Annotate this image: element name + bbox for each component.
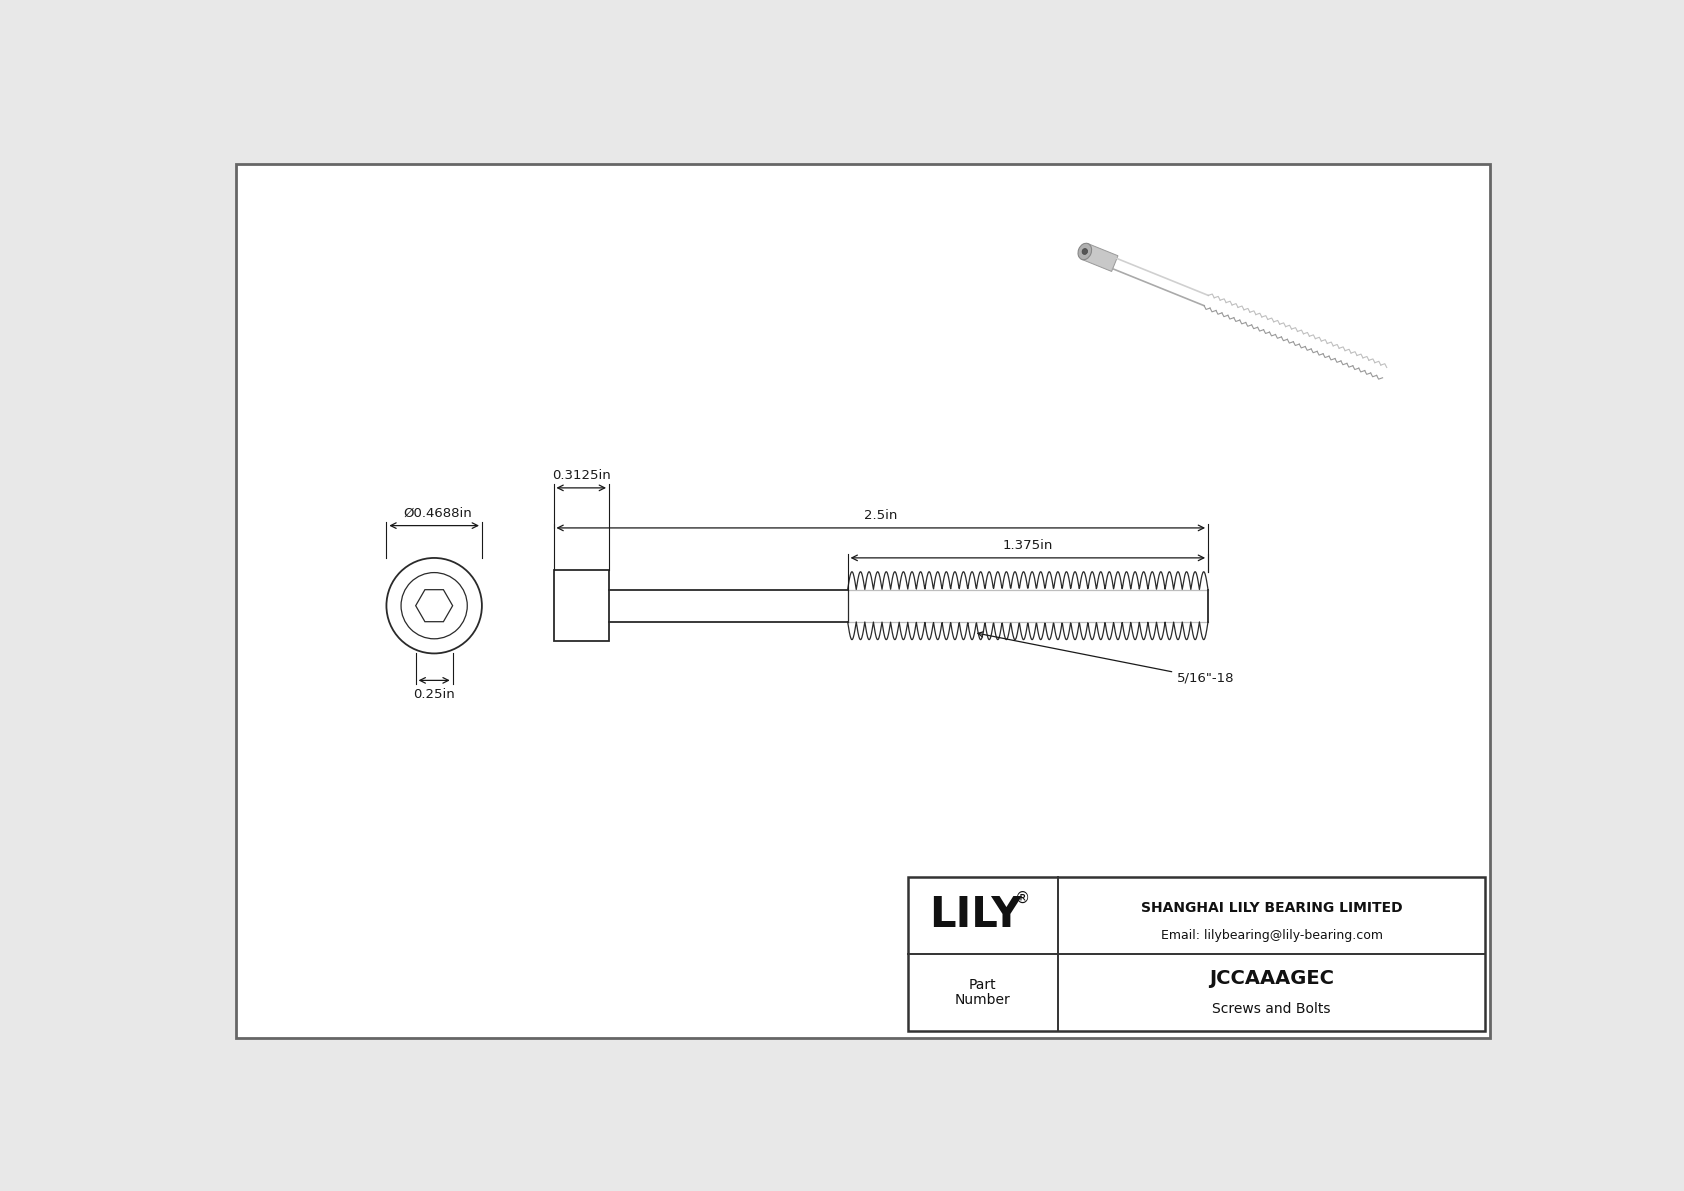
Text: 1.375in: 1.375in xyxy=(1002,538,1052,551)
Polygon shape xyxy=(416,590,453,622)
Text: ®: ® xyxy=(1015,891,1031,906)
Text: Ø0.4688in: Ø0.4688in xyxy=(404,506,473,519)
Bar xyxy=(554,570,610,641)
Text: 0.3125in: 0.3125in xyxy=(552,469,611,481)
Text: Number: Number xyxy=(955,993,1010,1006)
Text: 5/16"-18: 5/16"-18 xyxy=(978,631,1234,685)
Text: Part: Part xyxy=(968,978,997,992)
Text: 0.25in: 0.25in xyxy=(413,688,455,701)
Ellipse shape xyxy=(1078,243,1091,260)
Text: LILY: LILY xyxy=(930,894,1021,936)
Polygon shape xyxy=(1081,244,1118,272)
Circle shape xyxy=(386,557,482,654)
Ellipse shape xyxy=(1083,249,1088,255)
Text: Email: lilybearing@lily-bearing.com: Email: lilybearing@lily-bearing.com xyxy=(1160,929,1383,942)
Bar xyxy=(908,877,1485,1030)
Text: 2.5in: 2.5in xyxy=(864,509,898,522)
Text: JCCAAAGEC: JCCAAAGEC xyxy=(1209,968,1334,987)
Circle shape xyxy=(401,573,466,638)
Text: SHANGHAI LILY BEARING LIMITED: SHANGHAI LILY BEARING LIMITED xyxy=(1140,900,1403,915)
Text: Screws and Bolts: Screws and Bolts xyxy=(1212,1002,1330,1016)
